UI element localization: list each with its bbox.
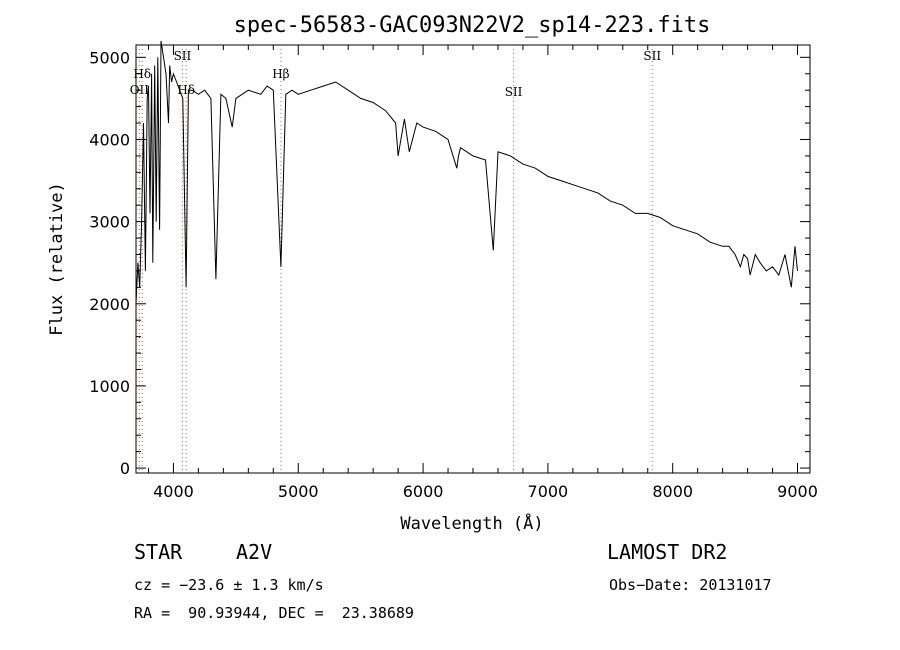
x-tick-label: 9000 [777, 482, 818, 501]
y-tick-label: 0 [120, 459, 130, 478]
y-tick-label: 4000 [89, 130, 130, 149]
y-tick-label: 1000 [89, 377, 130, 396]
y-tick-label: 5000 [89, 48, 130, 67]
annotation-label: Hδ [177, 83, 195, 97]
annotation-label: SII [643, 49, 661, 63]
object-subclass: A2V [236, 540, 273, 564]
y-axis-label: Flux (relative) [47, 182, 67, 336]
survey-name: LAMOST DR2 [607, 540, 728, 564]
y-tick-label: 3000 [89, 213, 130, 232]
y-tick-label: 2000 [89, 295, 130, 314]
chart-title: spec-56583-GAC093N22V2_sp14-223.fits [234, 13, 711, 38]
x-tick-label: 6000 [403, 482, 444, 501]
spectrum-line [135, 40, 798, 304]
plot-frame [135, 44, 811, 474]
annotation-label: Hδ [133, 67, 151, 81]
x-tick-label: 4000 [153, 482, 194, 501]
axis-ticks: 4000 5000 6000 7000 8000 9000 0 1000 2000 3000 400… [89, 45, 818, 501]
x-tick-label: 8000 [652, 482, 693, 501]
x-tick-label: 5000 [278, 482, 319, 501]
coordinates: RA = 90.93944, DEC = 23.38689 [134, 604, 414, 622]
spectrum-series [135, 40, 798, 304]
annotation-label: SII [174, 49, 192, 63]
redshift-cz: cz = −23.6 ± 1.3 km/s [134, 576, 324, 594]
object-class: STAR [134, 540, 183, 564]
observation-date: Obs−Date: 20131017 [609, 576, 772, 594]
annotation-label: Hβ [272, 67, 289, 81]
annotation-label: SII [505, 85, 523, 99]
x-tick-label: 7000 [528, 482, 569, 501]
x-axis-label: Wavelength (Å) [400, 512, 543, 534]
